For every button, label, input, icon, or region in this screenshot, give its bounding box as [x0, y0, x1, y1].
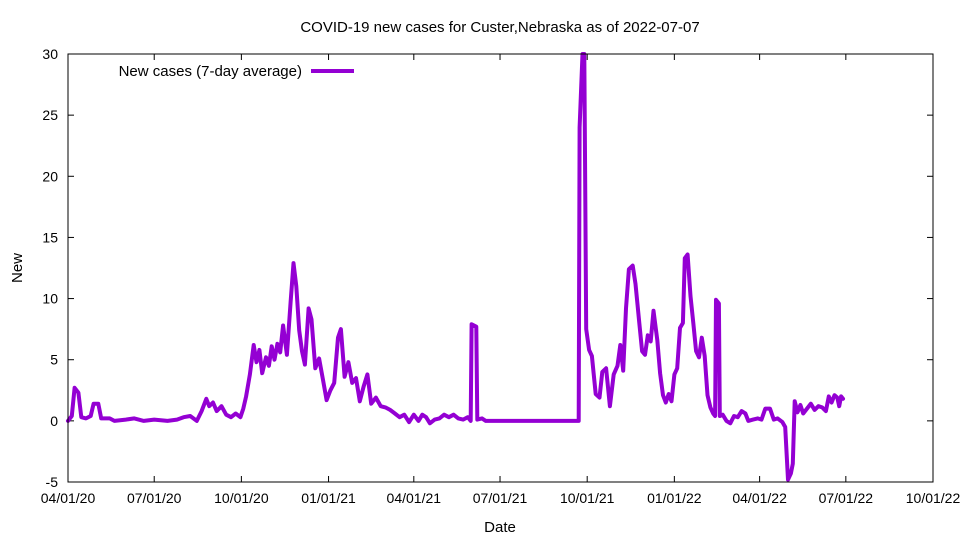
y-tick-label: 30 — [42, 46, 58, 62]
y-tick-label: -5 — [46, 474, 59, 490]
x-tick-label: 04/01/21 — [387, 490, 442, 506]
x-tick-label: 04/01/20 — [41, 490, 96, 506]
x-tick-label: 10/01/22 — [906, 490, 960, 506]
legend: New cases (7-day average) — [119, 63, 354, 80]
plot-frame — [67, 53, 934, 483]
x-tick-label: 07/01/22 — [819, 490, 874, 506]
chart-title: COVID-19 new cases for Custer,Nebraska a… — [300, 19, 699, 36]
y-tick-label: 10 — [42, 291, 58, 307]
x-tick-label: 10/01/20 — [214, 490, 269, 506]
series-group — [66, 52, 845, 482]
x-tick-label: 04/01/22 — [732, 490, 787, 506]
x-tick-label: 01/01/22 — [647, 490, 702, 506]
x-tick-label: 07/01/20 — [127, 490, 182, 506]
y-tick-label: 15 — [42, 229, 58, 245]
axis-ticks: 04/01/20 07/01/20 10/01/20 01/01/21 04/01/21… — [41, 46, 960, 506]
legend-label: New cases (7-day average) — [119, 63, 302, 80]
series-line — [66, 52, 845, 482]
x-tick-label: 07/01/21 — [473, 490, 528, 506]
y-tick-label: 5 — [50, 352, 58, 368]
y-axis-label: New — [9, 253, 26, 283]
x-tick-label: 10/01/21 — [560, 490, 615, 506]
y-tick-label: 25 — [42, 107, 58, 123]
x-axis-label: Date — [484, 519, 516, 536]
y-tick-label: 20 — [42, 168, 58, 184]
x-tick-label: 01/01/21 — [301, 490, 356, 506]
y-tick-label: 0 — [50, 413, 58, 429]
